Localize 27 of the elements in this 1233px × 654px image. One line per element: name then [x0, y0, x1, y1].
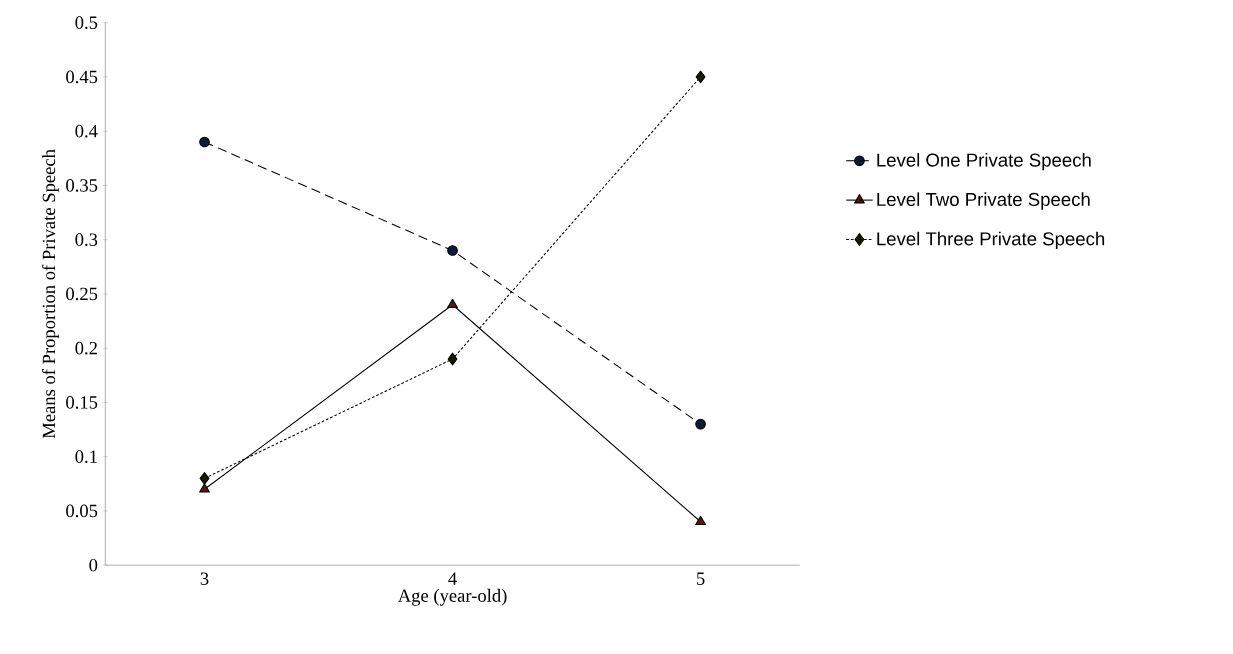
- x-tick-label: 4: [448, 572, 457, 585]
- point: [695, 70, 706, 84]
- y-tick-label: 0.35: [66, 178, 98, 192]
- point: [199, 136, 210, 148]
- point: [447, 352, 458, 366]
- legend-label: Level Two Private Speech: [877, 192, 1090, 210]
- legend-label: Level One Private Speech: [877, 152, 1091, 171]
- y-tick-label: 0.3: [75, 233, 98, 246]
- y-tick-label: 0.1: [75, 450, 97, 463]
- x-tick-label: 3: [200, 572, 209, 585]
- point: [695, 515, 706, 525]
- y-axis-title: Means of Proportion of Private Speech: [41, 149, 59, 438]
- y-tick-label: 0.15: [66, 395, 98, 409]
- legend-label: Level Three Private Speech: [877, 231, 1105, 249]
- y-tick-label: 0: [89, 558, 98, 572]
- point: [447, 298, 458, 308]
- y-tick-label: 0.4: [75, 124, 98, 138]
- point: [199, 471, 210, 485]
- y-tick-label: 0.45: [66, 70, 98, 83]
- y-tick-label: 0.25: [66, 287, 98, 300]
- y-tick-label: 0.5: [75, 16, 98, 29]
- y-tick-label: 0.05: [66, 504, 98, 518]
- point: [695, 418, 706, 430]
- y-tick-label: 0.2: [75, 341, 97, 355]
- x-tick-label: 5: [697, 572, 705, 585]
- point: [447, 244, 458, 256]
- x-axis-title: Age (year-old): [397, 588, 507, 606]
